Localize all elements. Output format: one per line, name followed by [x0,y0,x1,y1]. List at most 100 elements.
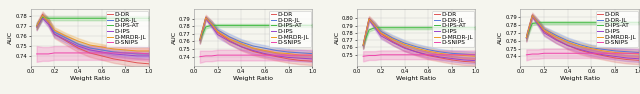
D-IPS-AT [623,22,631,23]
D-DR-JL [33,26,40,27]
D-IPS-AT [552,22,560,23]
D-IPS [552,39,560,41]
D-DR-JL [635,52,640,53]
Y-axis label: AUC: AUC [8,31,13,44]
Line: D-DR: D-DR [363,18,476,62]
D-IPS [635,58,640,59]
D-IPS-AT [273,25,280,26]
Line: D-IPS: D-IPS [363,20,476,61]
D-DR-JL [389,37,397,39]
D-IPS [226,41,234,42]
D-IPS [522,38,530,39]
D-IPS-AT [436,27,444,28]
D-SNIPS [472,54,479,55]
D-SNIPS [45,53,52,55]
D-SNIPS [98,52,106,53]
D-SNIPS [436,54,444,55]
D-MRDR-JL [208,23,216,24]
D-DR-JL [226,36,234,37]
D-MRDR-JL [600,50,607,52]
D-DR [296,60,304,61]
D-SNIPS [196,56,204,57]
D-DR [62,41,70,42]
D-DR-JL [261,48,269,49]
D-IPS-AT [249,25,257,26]
D-SNIPS [552,53,560,54]
D-DR-JL [377,31,385,32]
Legend: D-DR, D-DR-JL, D-IPS-AT, D-IPS, D-MRDR-JL, D-SNIPS: D-DR, D-DR-JL, D-IPS-AT, D-IPS, D-MRDR-J… [106,11,148,47]
D-MRDR-JL [214,31,221,32]
X-axis label: Weight Ratio: Weight Ratio [559,76,600,81]
D-IPS-AT [45,18,52,19]
D-MRDR-JL [365,18,373,19]
D-DR-JL [38,15,46,16]
D-IPS-AT [448,27,456,28]
D-SNIPS [389,54,397,55]
Line: D-DR-JL: D-DR-JL [363,19,476,55]
D-DR [623,59,631,60]
D-MRDR-JL [273,52,280,53]
D-SNIPS [576,53,584,54]
D-SNIPS [237,55,245,56]
D-DR-JL [529,15,536,16]
D-DR-JL [472,54,479,55]
D-SNIPS [122,52,129,53]
D-MRDR-JL [635,53,640,55]
D-IPS-AT [365,29,373,30]
D-IPS [196,40,204,41]
D-DR-JL [285,52,292,53]
D-IPS [208,26,216,27]
D-IPS [145,55,153,56]
D-SNIPS [522,54,530,55]
D-IPS [308,58,316,60]
D-DR [635,60,640,61]
D-DR-JL [540,28,548,30]
D-SNIPS [226,55,234,56]
D-DR-JL [401,42,408,44]
D-MRDR-JL [576,46,584,47]
D-IPS-AT [308,25,316,26]
D-DR [202,16,210,18]
D-MRDR-JL [389,39,397,40]
D-MRDR-JL [196,39,204,40]
D-DR [576,50,584,51]
D-DR-JL [413,46,420,47]
D-MRDR-JL [109,48,117,50]
D-IPS-AT [226,25,234,26]
D-IPS [540,32,548,33]
Legend: D-DR, D-DR-JL, D-IPS-AT, D-IPS, D-MRDR-JL, D-SNIPS: D-DR, D-DR-JL, D-IPS-AT, D-IPS, D-MRDR-J… [269,11,311,47]
D-SNIPS [273,55,280,56]
D-SNIPS [296,55,304,56]
D-DR-JL [133,53,141,55]
D-MRDR-JL [522,37,530,38]
D-IPS [273,55,280,56]
D-IPS-AT [635,22,640,23]
Line: D-IPS-AT: D-IPS-AT [200,25,312,40]
D-DR-JL [371,24,379,25]
Line: D-SNIPS: D-SNIPS [200,55,312,57]
D-MRDR-JL [564,42,572,43]
D-DR-JL [196,39,204,40]
D-MRDR-JL [33,26,40,27]
Line: D-MRDR-JL: D-MRDR-JL [36,15,149,51]
D-MRDR-JL [588,48,595,49]
D-MRDR-JL [359,45,367,46]
D-IPS-AT [109,18,117,19]
D-IPS [436,56,444,58]
D-DR-JL [98,49,106,51]
D-SNIPS [109,52,117,53]
D-IPS [600,54,607,55]
D-SNIPS [540,53,548,54]
D-IPS-AT [534,22,542,23]
D-SNIPS [413,54,420,55]
D-IPS-AT [196,39,204,40]
D-IPS-AT [145,18,153,19]
D-MRDR-JL [237,43,245,44]
D-DR [424,55,432,56]
D-DR [214,32,221,33]
D-MRDR-JL [377,32,385,33]
D-IPS-AT [214,25,221,26]
D-DR-JL [308,53,316,54]
D-SNIPS [600,53,607,54]
D-MRDR-JL [226,39,234,40]
